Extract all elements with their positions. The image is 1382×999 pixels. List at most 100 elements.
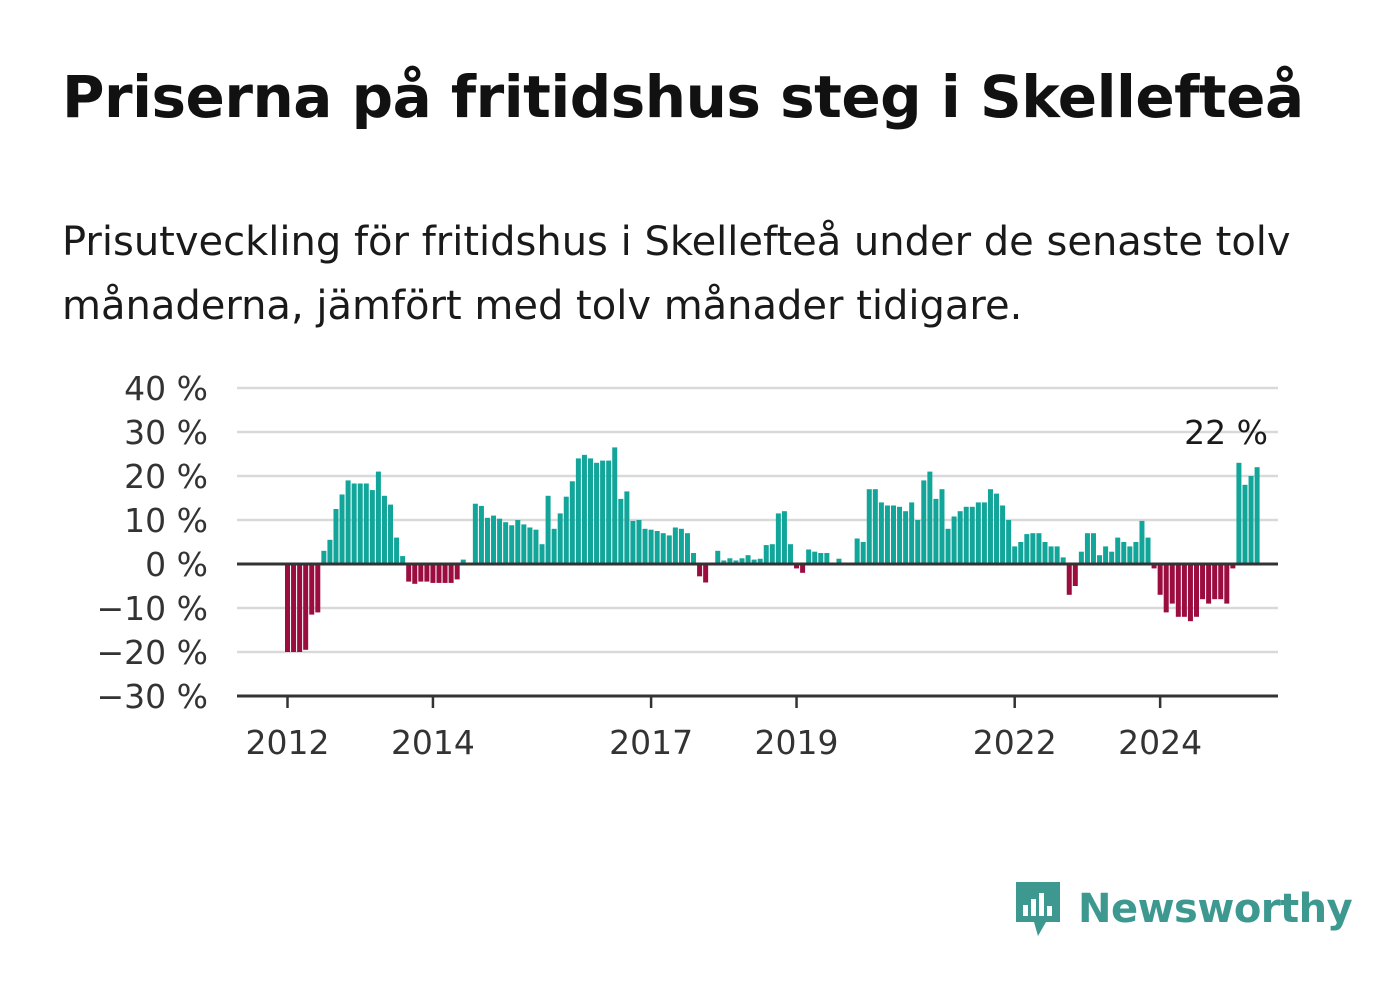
bar (763, 545, 769, 564)
x-axis-labels: 2012 2014 2017 2019 2022 2024 (246, 723, 1203, 762)
bar (460, 559, 466, 564)
bar (1121, 542, 1127, 564)
bar (375, 471, 381, 564)
bar (691, 553, 697, 564)
bar (448, 564, 454, 583)
bar (624, 491, 630, 564)
bar (666, 535, 672, 564)
bar (315, 564, 321, 613)
chart-subtitle: Prisutveckling för fritidshus i Skelleft… (62, 219, 1291, 329)
bar (345, 480, 351, 564)
bar (1212, 564, 1218, 600)
bar (418, 564, 424, 582)
y-tick-label: 20 % (124, 457, 208, 496)
bar (745, 555, 751, 564)
bar (454, 564, 460, 580)
bar (400, 556, 406, 564)
bar (1054, 546, 1060, 564)
bar (927, 471, 933, 564)
bar (1078, 551, 1084, 564)
bar (1175, 564, 1181, 617)
bar (1181, 564, 1187, 617)
bar (442, 564, 448, 583)
bar (909, 502, 915, 564)
bar (1236, 462, 1242, 564)
bar (484, 517, 490, 564)
chart-title: Priserna på fritidshus steg i Skellefteå (62, 63, 1304, 131)
y-tick-label: −20 % (97, 633, 209, 672)
y-tick-label: −10 % (97, 589, 209, 628)
bar (969, 506, 975, 564)
bar (963, 506, 969, 564)
bar (654, 531, 660, 564)
x-tick-label: 2019 (755, 723, 839, 762)
bar (1133, 542, 1139, 564)
bar (424, 564, 430, 582)
bar (515, 520, 521, 564)
bar (648, 529, 654, 564)
bar (933, 498, 939, 564)
bar (994, 493, 1000, 564)
bar (303, 564, 309, 650)
bar (539, 544, 545, 564)
bar (563, 496, 569, 564)
bar (618, 498, 624, 564)
bar (606, 460, 612, 564)
bar (430, 564, 436, 583)
bar (497, 518, 503, 564)
bar (1030, 533, 1036, 564)
bar (1242, 484, 1248, 564)
bar (491, 515, 497, 564)
bar (1200, 564, 1206, 600)
bar (715, 550, 721, 564)
x-tick-label: 2024 (1118, 723, 1202, 762)
bar (703, 564, 709, 583)
bar (872, 489, 878, 564)
bar (381, 495, 387, 564)
y-tick-label: 30 % (124, 413, 208, 452)
bar (1139, 520, 1145, 564)
bar (588, 458, 593, 564)
bar (351, 483, 357, 564)
bar (660, 533, 666, 564)
bar (309, 564, 315, 615)
axes (237, 562, 1278, 708)
bar (545, 495, 551, 564)
bar (394, 537, 400, 564)
bar (727, 558, 733, 564)
y-tick-label: 40 % (124, 369, 208, 408)
bar (812, 551, 818, 564)
bar (551, 528, 557, 564)
bar (291, 564, 297, 652)
bar (987, 489, 993, 564)
bar (285, 564, 290, 652)
bar (363, 483, 369, 564)
bar (781, 511, 787, 564)
bar (1036, 533, 1042, 564)
bar (678, 528, 684, 564)
bar (509, 525, 515, 564)
bar (1248, 476, 1254, 564)
bar (1151, 564, 1157, 569)
bar (818, 553, 824, 564)
bar (794, 564, 800, 569)
bar (1109, 551, 1115, 564)
newsworthy-logo-icon (1016, 882, 1060, 936)
bar (1066, 564, 1072, 595)
bar (1097, 555, 1103, 564)
bar (800, 564, 806, 573)
bars (285, 447, 1260, 652)
bar (297, 564, 303, 652)
bar (836, 558, 842, 564)
bar (594, 462, 600, 564)
bar (1090, 533, 1096, 564)
bar (1157, 564, 1163, 595)
bar (630, 520, 636, 564)
bar (575, 458, 581, 564)
bar (1012, 546, 1018, 564)
bar (1103, 546, 1109, 564)
latest-value-annotation: 22 % (1184, 413, 1268, 452)
bar (1048, 546, 1054, 564)
bar (527, 527, 533, 564)
